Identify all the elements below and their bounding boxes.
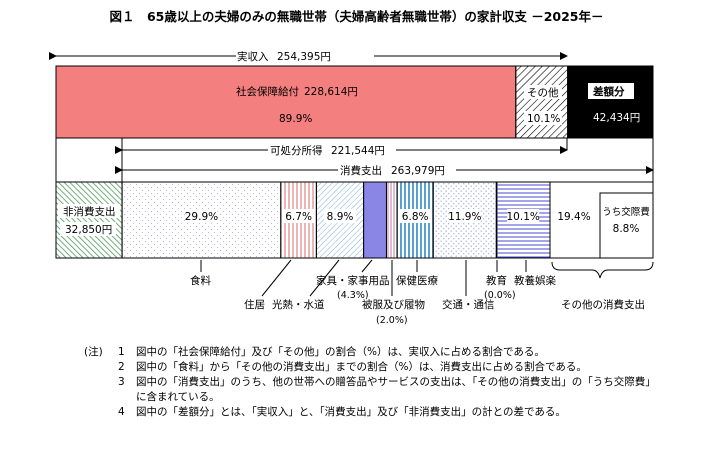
social-security-value: 228,614円 bbox=[304, 86, 358, 98]
note-text: 図中の「食料」から「その他の消費支出」までの割合（%）は、消費支出に占める割合で… bbox=[136, 361, 587, 373]
social-security-share: 89.9% bbox=[279, 113, 312, 125]
note-text: に含まれている。 bbox=[136, 391, 220, 403]
bar-non-consumption bbox=[55, 181, 123, 259]
label-household-share: (4.3%) bbox=[337, 290, 369, 301]
bar-other-income bbox=[515, 65, 569, 139]
label-medical: 保健医療 bbox=[396, 274, 438, 287]
share-food: 29.9% bbox=[185, 211, 218, 223]
share-transport: 11.9% bbox=[448, 211, 481, 223]
share-medical: 6.8% bbox=[402, 211, 429, 223]
disposable-label-bg bbox=[268, 143, 396, 157]
income-label-bg bbox=[236, 49, 374, 63]
label-utilities: 光熱・水道 bbox=[272, 298, 325, 311]
notes-label: (注) bbox=[84, 346, 103, 358]
share-bg-medical bbox=[399, 209, 432, 223]
gap-name-bg bbox=[588, 83, 634, 99]
note-text: 図中の「社会保障給付」及び「その他」の割合（%）は、実収入に占める割合である。 bbox=[136, 346, 545, 358]
chart-title: 図１ 65歳以上の夫婦のみの無職世帯（夫婦高齢者無職世帯）の家計収支 －2025… bbox=[109, 9, 604, 24]
share-bg-other-consumption bbox=[557, 209, 590, 223]
label-education: 教育 bbox=[486, 274, 507, 287]
non-consumption-name-bg bbox=[58, 204, 120, 218]
bar-clothing bbox=[385, 181, 398, 259]
other-income-name: その他 bbox=[527, 86, 559, 99]
note-number: 4 bbox=[118, 406, 125, 418]
share-bg-transport bbox=[448, 209, 481, 223]
share-recreation: 10.1% bbox=[507, 211, 540, 223]
leader-utilities bbox=[309, 259, 340, 297]
share-bg-food bbox=[185, 209, 218, 223]
share-entertainment-expenses: 8.8% bbox=[613, 223, 640, 235]
other-income-name-bg bbox=[524, 85, 562, 99]
share-bg-housing bbox=[282, 209, 315, 223]
consumption-label: 消費支出 bbox=[340, 164, 382, 177]
social-security-name: 社会保障給付 bbox=[236, 85, 299, 98]
label-recreation: 教養娯楽 bbox=[514, 274, 556, 287]
bar-food bbox=[121, 181, 282, 259]
share-bg-recreation bbox=[507, 209, 540, 223]
gap-value: 42,434円 bbox=[593, 112, 640, 124]
label-housing: 住居 bbox=[244, 298, 265, 311]
consumption-value: 263,979円 bbox=[391, 165, 445, 177]
note-number: 1 bbox=[118, 346, 125, 358]
share-utilities: 8.9% bbox=[327, 211, 354, 223]
bar-household-goods bbox=[363, 181, 387, 259]
leader-household bbox=[361, 259, 373, 273]
label-education-share: (0.0%) bbox=[484, 290, 516, 301]
label-household: 家具・家事用品 bbox=[316, 274, 390, 287]
bar-entertainment-expenses bbox=[599, 192, 654, 259]
gap-name: 差額分 bbox=[593, 85, 625, 98]
disposable-label: 可処分所得 bbox=[270, 144, 323, 157]
note-number: 2 bbox=[118, 361, 125, 373]
label-clothing: 被服及び履物 bbox=[362, 298, 425, 311]
other-consumption-brace bbox=[551, 261, 654, 279]
non-consumption-name: 非消費支出 bbox=[63, 205, 116, 218]
bar-gap bbox=[567, 65, 654, 139]
bar-social-security bbox=[55, 65, 517, 139]
label-food: 食料 bbox=[190, 274, 211, 287]
note-text: 図中の「消費支出」のうち、他の世帯への贈答品やサービスの支出は、「その他の消費支… bbox=[136, 376, 656, 388]
share-bg-utilities bbox=[324, 209, 357, 223]
label-entertainment-expenses: うち交際費 bbox=[602, 206, 650, 218]
share-housing: 6.7% bbox=[285, 211, 312, 223]
label-transport: 交通・通信 bbox=[442, 298, 495, 311]
disposable-value: 221,544円 bbox=[331, 145, 385, 157]
other-income-share: 10.1% bbox=[527, 113, 560, 125]
non-consumption-value: 32,850円 bbox=[65, 224, 112, 236]
consumption-label-bg bbox=[338, 163, 456, 177]
label-other-consumption: その他の消費支出 bbox=[561, 298, 645, 311]
income-label: 実収入 bbox=[237, 50, 269, 63]
non-consumption-value-bg bbox=[60, 222, 116, 236]
note-text: 図中の「差額分」とは、「実収入」と、「消費支出」及び「非消費支出」の計との差であ… bbox=[136, 406, 566, 418]
label-clothing-share: (2.0%) bbox=[376, 315, 408, 326]
income-value: 254,395円 bbox=[277, 51, 331, 63]
other-income-share-bg bbox=[524, 111, 562, 125]
leader-housing bbox=[261, 259, 292, 297]
note-number: 3 bbox=[118, 376, 125, 388]
share-other-consumption: 19.4% bbox=[557, 211, 590, 223]
